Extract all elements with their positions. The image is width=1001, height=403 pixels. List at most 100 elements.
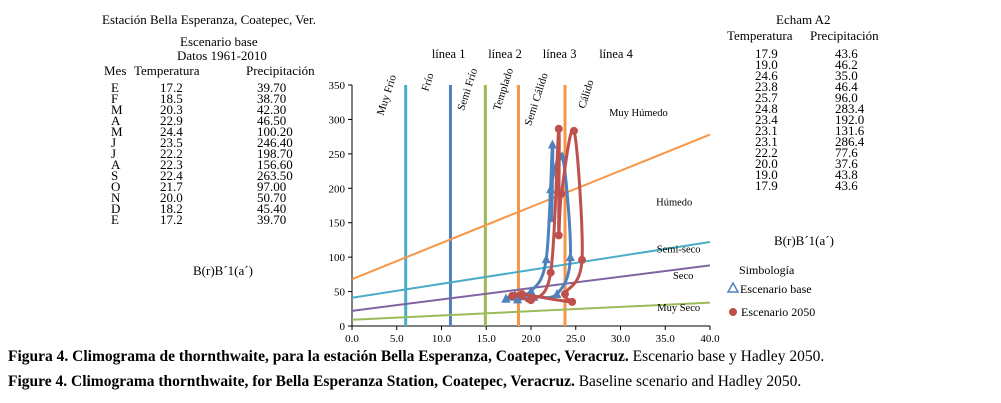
caption-es-rest: Escenario base y Hadley 2050. — [628, 348, 825, 365]
right-table-cell: 22.2 — [755, 145, 778, 160]
left-table-rows: E 17.2 39.70 F 18.5 38.70 M 20.3 42.30 A 22.9 46.50… — [0, 80, 330, 227]
right-table-cell: 77.6 — [835, 145, 858, 160]
base-scenario-point — [513, 294, 523, 304]
right-table-cell: 24.8 — [755, 101, 778, 116]
caption-es-bold: Figura 4. Climograma de thornthwaite, pa… — [8, 348, 629, 365]
right-table-row: 17.9 43.6 — [0, 46, 990, 61]
left-table-cell: M — [111, 102, 123, 117]
left-table-cell: 263.50 — [257, 168, 293, 183]
left-table-cell: 22.2 — [160, 146, 183, 161]
base-scenario-point — [546, 184, 556, 194]
left-table-cell: D — [111, 201, 121, 216]
temperature-zone-label: Frío — [420, 71, 437, 93]
right-table-cell: 43.6 — [835, 178, 858, 193]
scenario-2050-point — [554, 124, 563, 133]
chart-legend: Simbología Escenario base Escenario 2050 — [726, 263, 815, 319]
right-title: Echam A2 — [776, 12, 831, 27]
y-tick-label: 250 — [329, 149, 346, 161]
right-table-cell: 23.1 — [755, 134, 778, 149]
temperature-zone-label: Muy Frío — [375, 73, 400, 117]
left-table-cell: S — [111, 168, 119, 183]
legend-triangle-icon — [726, 281, 740, 293]
left-table-cell: M — [111, 124, 123, 139]
x-tick-label: 40.0 — [700, 333, 720, 345]
humidity-boundary-line — [351, 133, 711, 281]
scenario-2050-point — [508, 291, 517, 300]
left-table-row: J 22.2 198.70 — [0, 146, 330, 161]
right-table-row: 22.2 77.6 — [0, 145, 990, 160]
left-table-row: A 22.9 46.50 — [0, 113, 330, 128]
caption-es: Figura 4. Climograma de thornthwaite, pa… — [8, 348, 824, 366]
x-tick-label: 25.0 — [566, 333, 586, 345]
left-table-row: A 22.3 156.60 — [0, 157, 330, 172]
right-table-cell: 23.4 — [755, 112, 778, 127]
y-tick-label: 0 — [340, 321, 346, 333]
zone-labels: Muy Frío Frío Semi Frío Templado Semi Cálido… — [375, 66, 701, 314]
right-table-row: 23.1 131.6 — [0, 123, 990, 138]
left-table-cell: 46.50 — [257, 113, 287, 128]
left-table-cell: A — [111, 113, 121, 128]
line-number-label: línea 2 — [488, 47, 522, 61]
left-table-row: D 18.2 45.40 — [0, 201, 330, 216]
right-table-cell: 35.0 — [835, 68, 858, 83]
left-table-cell: E — [111, 212, 119, 227]
left-table-cell: 45.40 — [257, 201, 287, 216]
left-table-cell: 18.5 — [160, 91, 183, 106]
right-table-row: 20.0 37.6 — [0, 156, 990, 171]
left-table-cell: N — [111, 190, 121, 205]
scenario-2050-point — [527, 296, 535, 305]
scenario-2050-point — [518, 291, 527, 300]
right-table-row: 24.8 283.4 — [0, 101, 990, 116]
left-table-cell: 39.70 — [257, 212, 287, 227]
caption-en-rest: Baseline scenario and Hadley 2050. — [574, 373, 802, 390]
x-tick-label: 30.0 — [611, 333, 631, 345]
right-table-cell: 25.7 — [755, 90, 778, 105]
humidity-zone-label: Húmedo — [656, 198, 692, 209]
line-number-label: línea 1 — [432, 47, 466, 61]
right-table-row: 24.6 35.0 — [0, 68, 990, 83]
base-scenario-point — [541, 254, 551, 264]
right-table-cell: 19.0 — [755, 167, 778, 182]
scenario-2050-point — [568, 297, 577, 306]
left-table-cell: 17.2 — [160, 80, 183, 95]
scenario-2050-point — [561, 290, 570, 299]
right-table-cell: 286.4 — [835, 134, 865, 149]
left-table-cell: 39.70 — [257, 80, 287, 95]
left-table-cell: 38.70 — [257, 91, 287, 106]
line-number-label: línea 3 — [543, 47, 577, 61]
x-tick-label: 0.0 — [345, 333, 359, 345]
left-table-row: S 22.4 263.50 — [0, 168, 330, 183]
right-table-cell: 192.0 — [835, 112, 865, 127]
left-table-row: N 20.0 50.70 — [0, 190, 330, 205]
right-table-cell: 23.1 — [755, 123, 778, 138]
right-table-row: 23.4 192.0 — [0, 112, 990, 127]
right-table-row: 23.1 286.4 — [0, 134, 990, 149]
left-table-cell: 50.70 — [257, 190, 287, 205]
left-table-cell: 100.20 — [257, 124, 293, 139]
right-table-cell: 46.4 — [835, 79, 858, 94]
x-tick-label: 15.0 — [477, 333, 497, 345]
left-table-cell: 97.00 — [257, 179, 287, 194]
left-table-cell: A — [111, 157, 121, 172]
right-table-cell: 19.0 — [755, 57, 778, 72]
right-table-cell: 131.6 — [835, 123, 865, 138]
right-table-cell: 37.6 — [835, 156, 858, 171]
right-table-cell: 43.8 — [835, 167, 858, 182]
right-header-temperatura: Temperatura — [727, 28, 793, 43]
left-table-row: F 18.5 38.70 — [0, 91, 330, 106]
right-classification: B(r)B´1(a´) — [774, 233, 834, 248]
left-table-cell: 246.40 — [257, 135, 293, 150]
base-scenario-point — [501, 293, 511, 303]
right-table-cell: 24.6 — [755, 68, 778, 83]
left-table-cell: 20.0 — [160, 190, 183, 205]
y-tick-label: 200 — [329, 183, 346, 195]
left-table-cell: 24.4 — [160, 124, 183, 139]
right-table-row: 19.0 43.8 — [0, 167, 990, 182]
y-tick-label: 150 — [329, 218, 346, 230]
left-table-cell: 20.3 — [160, 102, 183, 117]
line-number-label: línea 4 — [599, 47, 633, 61]
legend-circle-icon — [729, 308, 737, 316]
right-table-cell: 17.9 — [755, 46, 778, 61]
left-table-row: O 21.7 97.00 — [0, 179, 330, 194]
left-table-row: M 20.3 42.30 — [0, 102, 330, 117]
